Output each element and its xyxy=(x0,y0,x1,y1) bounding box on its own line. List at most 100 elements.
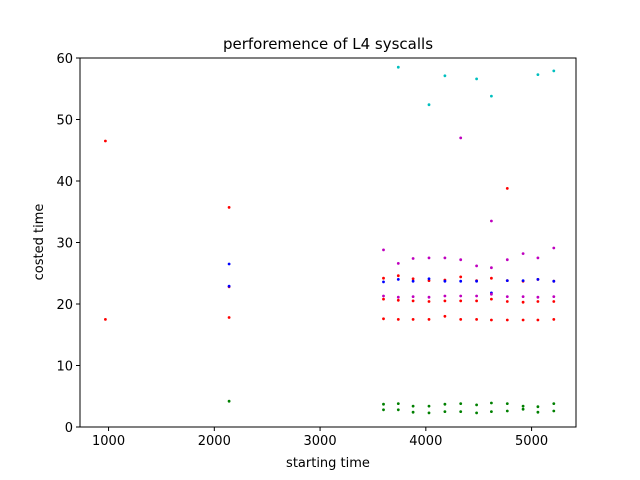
y-tick-label: 50 xyxy=(56,114,73,129)
data-point xyxy=(490,410,493,413)
data-point xyxy=(443,402,447,406)
data-point xyxy=(521,279,525,282)
x-tick-label: 3000 xyxy=(304,434,337,449)
chart-title: perforemence of L4 syscalls xyxy=(223,35,433,53)
data-point xyxy=(536,318,540,322)
data-point xyxy=(552,69,556,73)
data-point xyxy=(104,318,107,321)
data-point xyxy=(104,139,107,143)
x-tick-label: 2000 xyxy=(198,434,231,449)
data-point xyxy=(382,294,385,298)
data-point xyxy=(227,284,231,288)
data-point xyxy=(443,410,447,413)
data-point xyxy=(536,300,540,303)
data-point xyxy=(475,318,478,321)
y-tick-label: 60 xyxy=(56,52,73,67)
data-point xyxy=(505,300,509,303)
y-tick-label: 0 xyxy=(65,421,73,436)
data-point xyxy=(443,74,447,78)
data-point xyxy=(536,405,540,409)
data-point xyxy=(490,266,493,270)
axis-ticks: 1000 2000 3000 4000 5000 0 10 20 30 40 50 60 xyxy=(56,52,548,449)
data-point xyxy=(411,299,415,303)
data-point xyxy=(382,276,385,280)
data-point xyxy=(490,219,493,223)
data-point xyxy=(490,401,493,405)
data-point xyxy=(552,295,556,298)
y-tick-label: 10 xyxy=(56,360,73,375)
data-point xyxy=(443,294,447,298)
data-point xyxy=(505,258,509,262)
data-point xyxy=(443,314,447,318)
data-point xyxy=(443,299,447,303)
data-point xyxy=(396,295,400,299)
data-point xyxy=(521,295,525,298)
data-point xyxy=(382,248,385,252)
data-point xyxy=(382,280,385,284)
data-point xyxy=(459,294,463,298)
data-points xyxy=(104,65,556,415)
data-point xyxy=(227,206,231,209)
data-point xyxy=(382,408,385,412)
data-point xyxy=(536,73,540,76)
data-point xyxy=(475,279,478,283)
data-point xyxy=(552,402,556,405)
data-point xyxy=(475,299,478,303)
data-point xyxy=(459,136,463,140)
x-axis-label: starting time xyxy=(286,456,370,471)
data-point xyxy=(459,299,463,303)
data-point xyxy=(505,409,509,413)
data-point xyxy=(490,318,493,322)
data-point xyxy=(382,297,385,301)
data-point xyxy=(521,252,525,256)
y-tick-label: 40 xyxy=(56,175,73,190)
data-point xyxy=(552,279,556,283)
x-tick-label: 5000 xyxy=(515,434,548,449)
data-point xyxy=(396,262,400,265)
data-point xyxy=(411,277,415,281)
data-point xyxy=(475,264,478,268)
data-point xyxy=(396,298,400,302)
data-point xyxy=(382,402,385,406)
data-point xyxy=(505,279,509,282)
data-point xyxy=(459,318,463,321)
data-point xyxy=(505,402,509,405)
data-point xyxy=(411,295,415,298)
data-point xyxy=(552,409,556,413)
data-point xyxy=(475,411,478,415)
x-tick-label: 1000 xyxy=(92,434,125,449)
data-point xyxy=(490,276,493,280)
data-point xyxy=(475,77,478,81)
data-point xyxy=(396,65,400,69)
data-point xyxy=(227,399,231,403)
data-point xyxy=(459,275,463,279)
data-point xyxy=(227,262,231,266)
data-point xyxy=(427,404,431,408)
data-point xyxy=(505,318,509,322)
data-point xyxy=(227,316,231,319)
data-point xyxy=(427,256,431,260)
data-point xyxy=(427,318,431,321)
data-point xyxy=(490,94,493,98)
y-tick-label: 20 xyxy=(56,298,73,313)
plot-frame xyxy=(79,57,577,428)
data-point xyxy=(536,410,540,414)
data-point xyxy=(427,295,431,299)
data-point xyxy=(505,187,509,190)
data-point xyxy=(521,300,525,304)
data-point xyxy=(427,300,431,303)
data-point xyxy=(552,318,556,321)
data-point xyxy=(396,274,400,278)
data-point xyxy=(521,407,525,411)
data-point xyxy=(411,410,415,414)
data-point xyxy=(396,402,400,405)
data-point xyxy=(427,411,431,415)
data-point xyxy=(459,410,463,413)
data-point xyxy=(490,297,493,301)
data-point xyxy=(536,278,540,281)
data-point xyxy=(443,256,447,260)
data-point xyxy=(459,258,463,262)
data-point xyxy=(490,292,493,296)
data-point xyxy=(505,295,509,298)
